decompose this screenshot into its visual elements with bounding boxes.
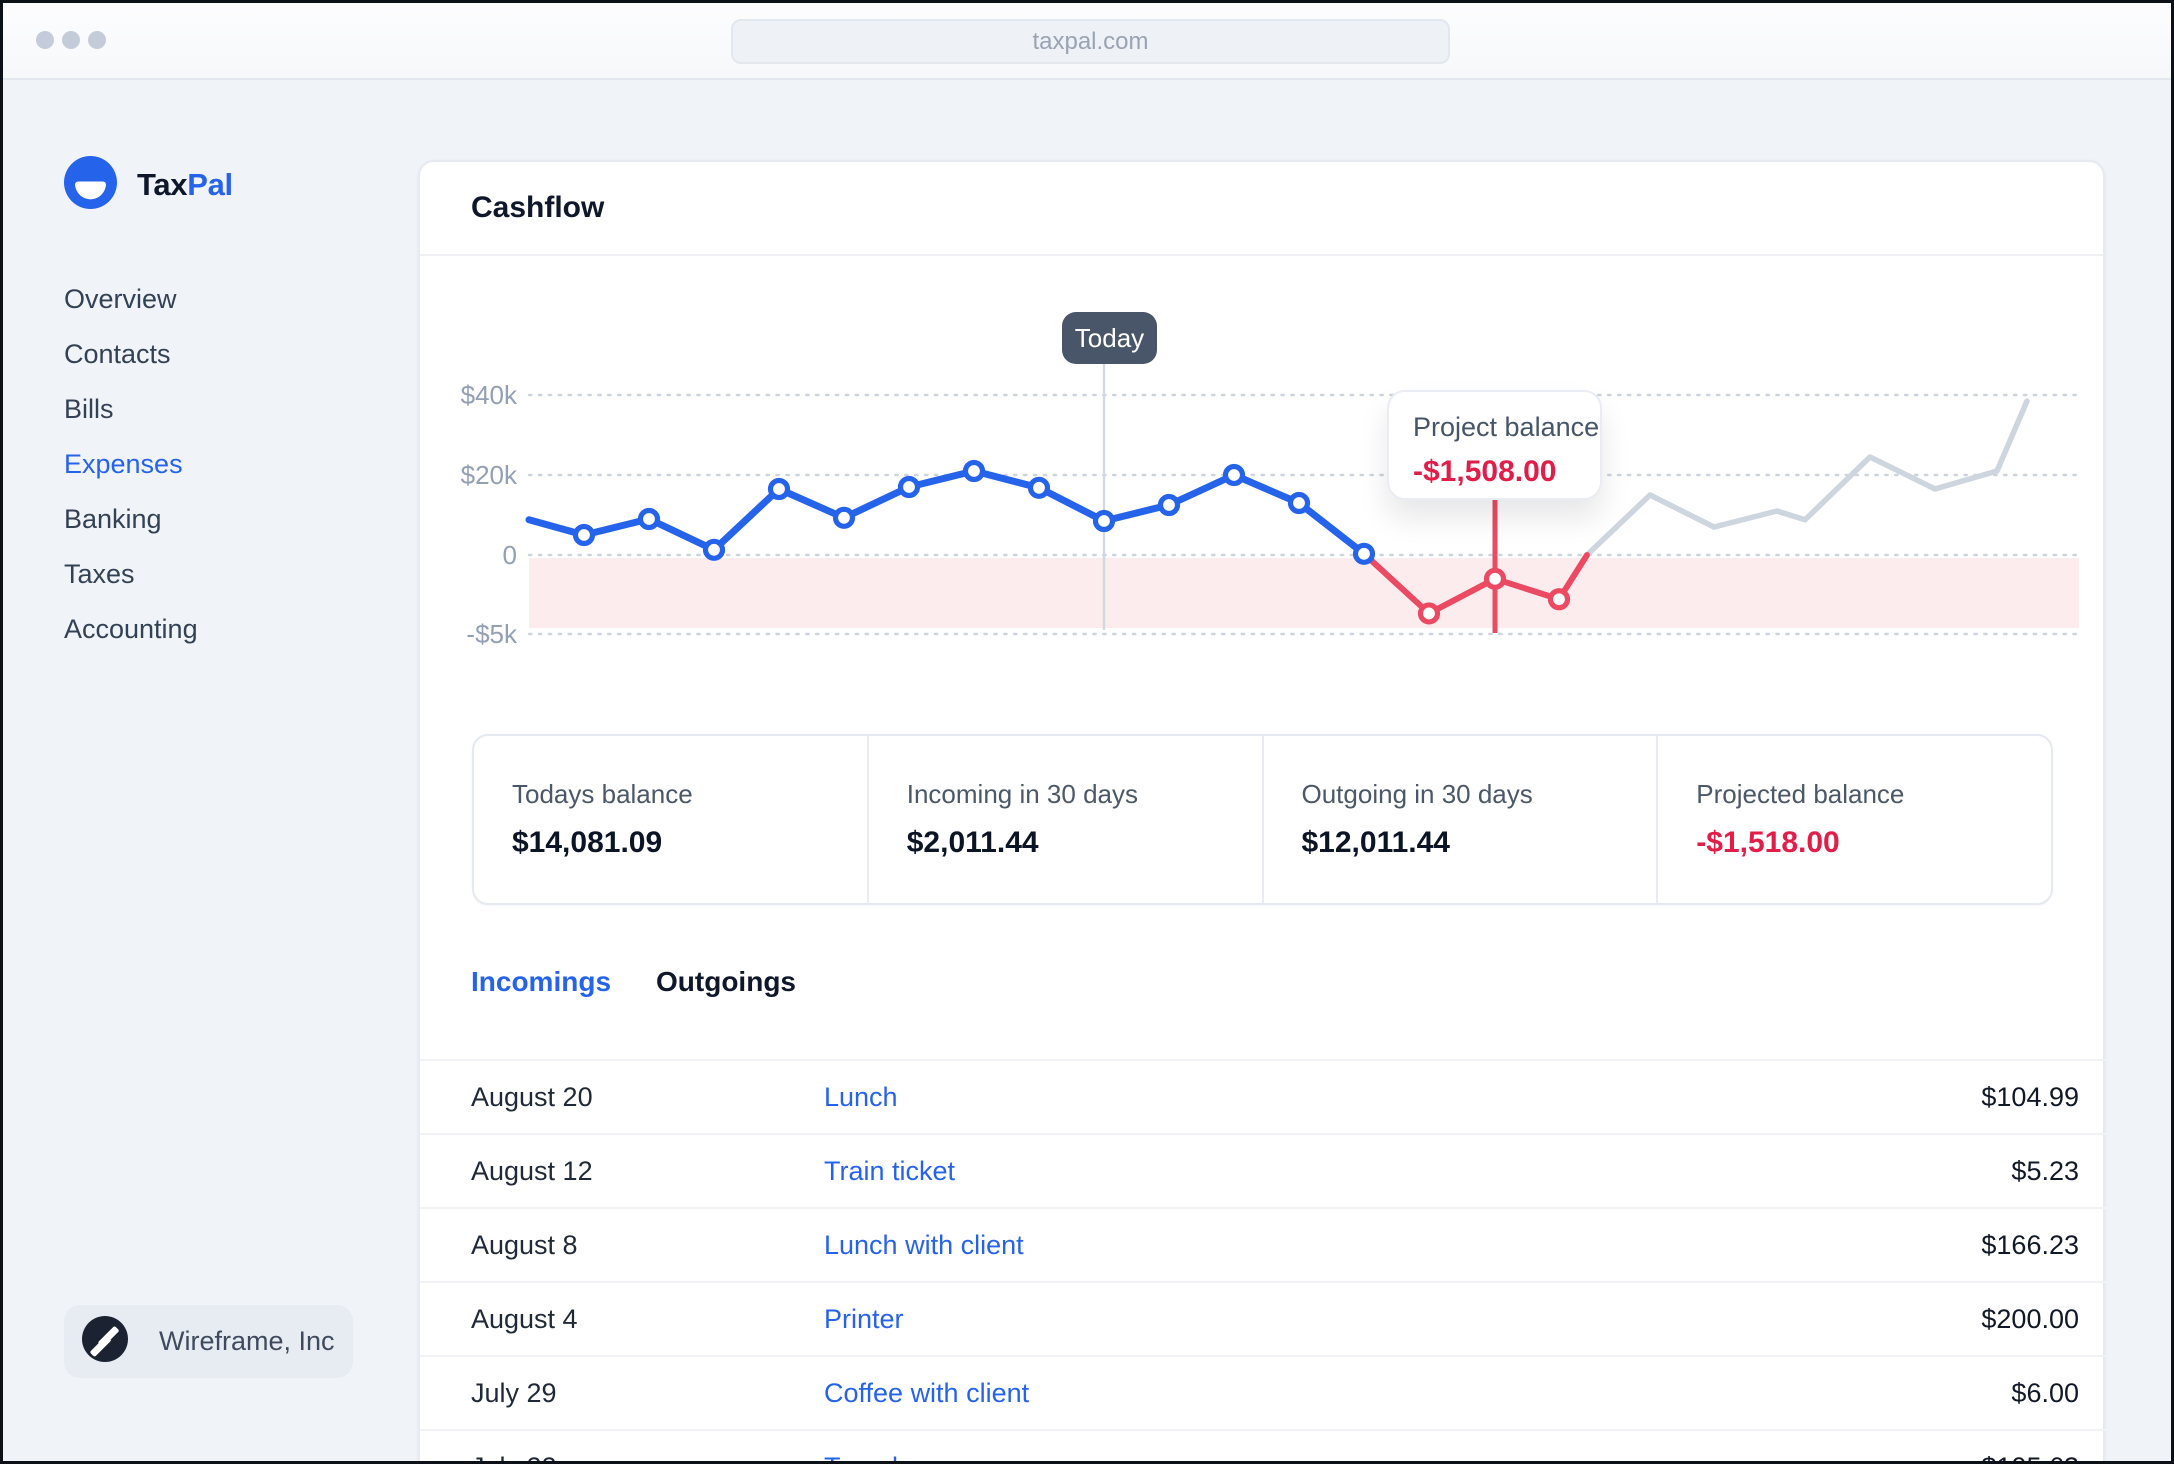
stat-outgoing-30-days: Outgoing in 30 days $12,011.44 [1261, 736, 1657, 903]
sidebar-nav: Overview Contacts Bills Expenses Banking… [64, 272, 198, 657]
transaction-link[interactable]: Printer [824, 1303, 904, 1334]
sidebar-item-overview[interactable]: Overview [64, 284, 177, 314]
transactions-table: August 20 Lunch $104.99 August 12 Train … [420, 1059, 2107, 1464]
today-tooltip-label: Today [1074, 322, 1145, 353]
table-row: July 29 Coffee with client $6.00 [420, 1355, 2107, 1429]
workspace-name: Wireframe, Inc [159, 1326, 335, 1356]
window-control-dot[interactable] [88, 31, 106, 49]
workspace-logo-icon [82, 1316, 128, 1367]
transaction-link[interactable]: Lunch with client [824, 1229, 1024, 1260]
transactions-tabs: Incomings Outgoings [471, 966, 796, 998]
stat-label: Todays balance [512, 779, 693, 809]
stat-label: Outgoing in 30 days [1301, 779, 1533, 809]
transaction-amount: $105.63 [1981, 1452, 2079, 1464]
transaction-date: July 22 [471, 1452, 824, 1464]
y-axis-tick: -$5k [466, 619, 517, 649]
tooltip-value: -$1,508.00 [1413, 455, 1557, 488]
table-row: August 20 Lunch $104.99 [420, 1059, 2107, 1133]
stats-panel: Todays balance $14,081.09 Incoming in 30… [472, 734, 2053, 905]
window-controls [36, 31, 106, 49]
tooltip-title: Project balance [1413, 412, 1600, 442]
transaction-amount: $5.23 [2011, 1155, 2079, 1186]
transaction-link[interactable]: Train ticket [824, 1155, 956, 1186]
table-row: July 22 Travel $105.63 [420, 1429, 2107, 1464]
tab-outgoings[interactable]: Outgoings [656, 966, 796, 997]
brand-name: TaxPal [137, 167, 233, 202]
tab-incomings[interactable]: Incomings [471, 966, 612, 997]
workspace-switcher[interactable]: Wireframe, Inc [64, 1305, 353, 1378]
url-text: taxpal.com [1032, 27, 1149, 55]
transaction-date: August 4 [471, 1303, 578, 1334]
stat-value: $2,011.44 [906, 826, 1039, 859]
table-row: August 8 Lunch with client $166.23 [420, 1207, 2107, 1281]
stat-label: Incoming in 30 days [906, 779, 1138, 809]
window-control-dot[interactable] [62, 31, 80, 49]
sidebar-item-accounting[interactable]: Accounting [64, 614, 198, 644]
cashflow-chart-svg [525, 364, 2081, 636]
taxpal-logo-icon [64, 156, 117, 214]
transaction-amount: $166.23 [1981, 1229, 2079, 1260]
transaction-amount: $6.00 [2011, 1377, 2079, 1408]
card-header: Cashflow [420, 162, 2103, 256]
transaction-amount: $200.00 [1981, 1303, 2079, 1334]
y-axis-tick: $20k [460, 460, 517, 490]
transaction-link[interactable]: Travel [824, 1452, 1981, 1464]
sidebar-item-expenses[interactable]: Expenses [64, 449, 183, 479]
stat-value: $14,081.09 [512, 826, 663, 859]
transaction-link[interactable]: Lunch [824, 1081, 898, 1112]
sidebar-item-taxes[interactable]: Taxes [64, 559, 135, 589]
cashflow-card: Cashflow $40k $20k 0 -$5k Today Project … [418, 160, 2107, 1464]
page-title: Cashflow [471, 191, 605, 224]
stat-todays-balance: Todays balance $14,081.09 [474, 736, 867, 903]
transaction-date: July 29 [471, 1377, 557, 1408]
y-axis-tick: 0 [502, 540, 517, 570]
table-row: August 12 Train ticket $5.23 [420, 1133, 2107, 1207]
transaction-date: August 12 [471, 1155, 593, 1186]
y-axis-tick: $40k [460, 380, 517, 410]
stat-value: $12,011.44 [1301, 826, 1451, 859]
sidebar-item-contacts[interactable]: Contacts [64, 339, 171, 369]
url-bar[interactable]: taxpal.com [731, 19, 1450, 64]
table-row: August 4 Printer $200.00 [420, 1281, 2107, 1355]
stat-label: Projected balance [1696, 779, 1905, 809]
window-control-dot[interactable] [36, 31, 54, 49]
browser-chrome: taxpal.com [0, 0, 2174, 80]
stat-incoming-30-days: Incoming in 30 days $2,011.44 [866, 736, 1262, 903]
brand-logo[interactable]: TaxPal [64, 156, 233, 214]
sidebar: TaxPal Overview Contacts Bills Expenses … [0, 80, 418, 1464]
transaction-link[interactable]: Coffee with client [824, 1377, 1030, 1408]
cashflow-chart[interactable]: $40k $20k 0 -$5k Today Project balance -… [420, 256, 2107, 702]
transaction-amount: $104.99 [1981, 1081, 2079, 1112]
today-tooltip: Today [1062, 312, 1157, 364]
stat-value: -$1,518.00 [1696, 826, 1840, 859]
stat-projected-balance: Projected balance -$1,518.00 [1656, 736, 2051, 903]
sidebar-item-bills[interactable]: Bills [64, 394, 114, 424]
project-balance-tooltip: Project balance -$1,508.00 [1387, 390, 1602, 500]
sidebar-item-banking[interactable]: Banking [64, 504, 162, 534]
transaction-date: August 20 [471, 1081, 593, 1112]
transaction-date: August 8 [471, 1229, 578, 1260]
